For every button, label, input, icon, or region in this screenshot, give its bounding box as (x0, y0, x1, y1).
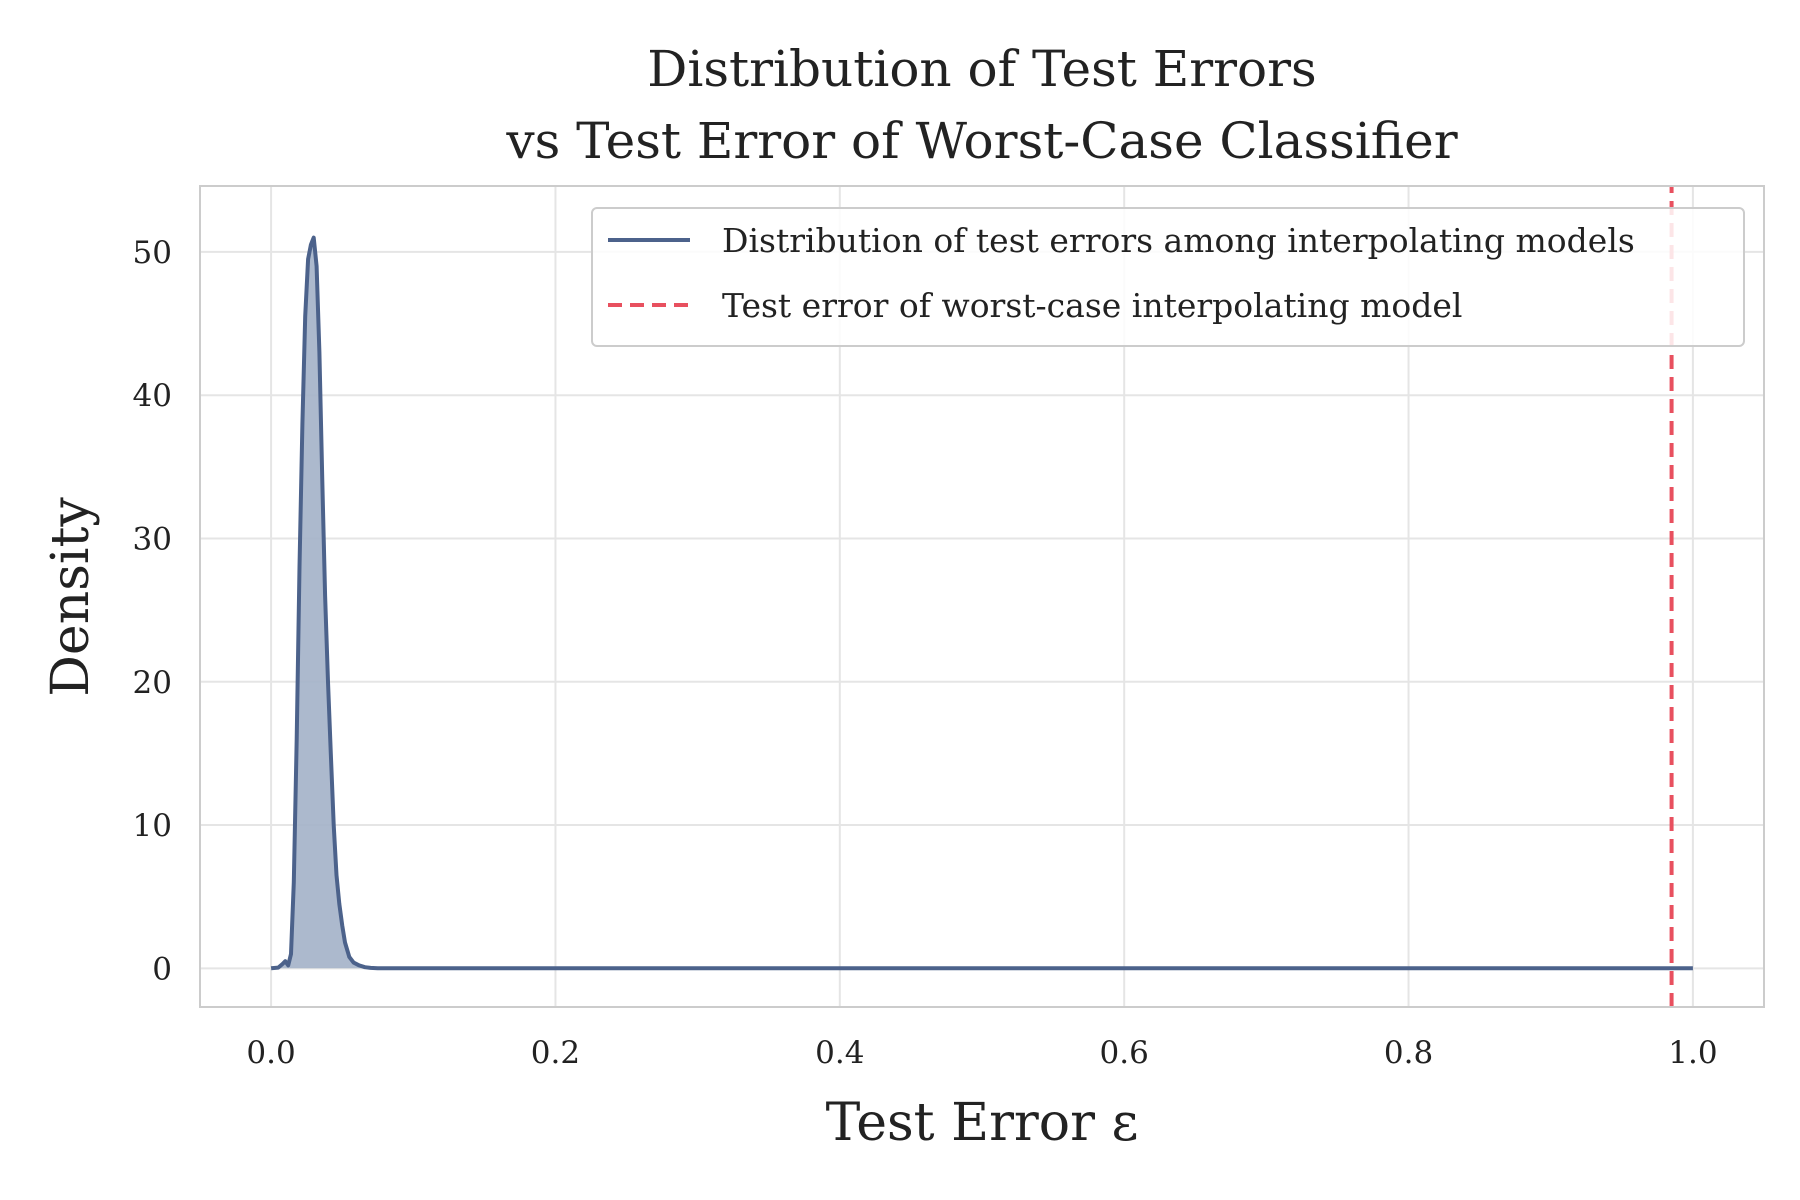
chart-title-line-1: Distribution of Test Errors (647, 40, 1316, 98)
density-line (270, 235, 1693, 971)
y-tick-label: 40 (133, 378, 172, 414)
y-tick-label: 30 (133, 521, 172, 557)
axis-ticks: 0.0 0.2 0.4 0.6 0.8 1.0 0 10 20 30 40 50 (133, 235, 1718, 1071)
legend: Distribution of test errors among interp… (591, 207, 1745, 347)
x-axis-label: Test Error ε (826, 1093, 1139, 1153)
legend-label-density: Distribution of test errors among interp… (722, 221, 1635, 260)
y-axis-label: Density (41, 497, 101, 697)
chart-title: Distribution of Test Errors vs Test Erro… (505, 40, 1457, 170)
plot-frame (199, 185, 1765, 1008)
y-tick-label: 0 (152, 951, 172, 987)
x-tick-label: 0.0 (246, 1035, 295, 1071)
x-tick-label: 0.2 (531, 1035, 580, 1071)
chart-subtitle: vs Test Error of Worst-Case Classifier (505, 112, 1457, 170)
x-tick-label: 0.8 (1384, 1035, 1433, 1071)
legend-label-worst-case: Test error of worst-case interpolating m… (722, 286, 1462, 325)
y-tick-label: 10 (133, 808, 172, 844)
y-tick-label: 50 (133, 235, 172, 271)
x-tick-label: 0.6 (1100, 1035, 1149, 1071)
legend-box (591, 207, 1745, 347)
y-tick-label: 20 (133, 665, 172, 701)
density-area (271, 237, 1693, 969)
x-tick-label: 1.0 (1668, 1035, 1717, 1071)
x-tick-label: 0.4 (815, 1035, 864, 1071)
